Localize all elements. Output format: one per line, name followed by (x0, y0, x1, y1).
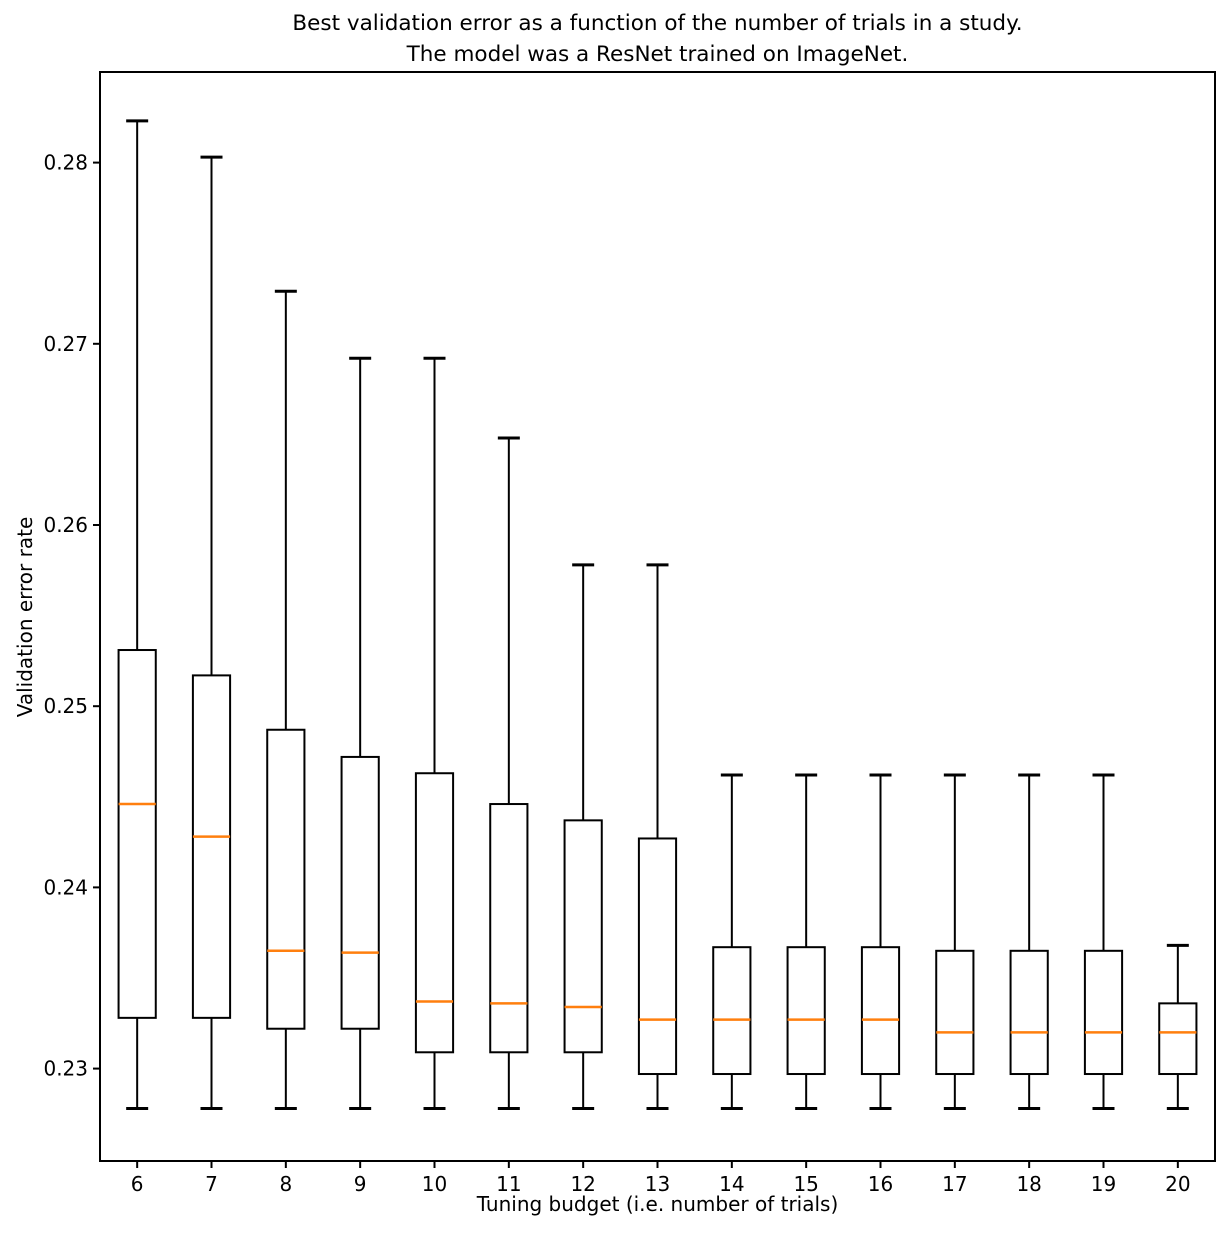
box-trial-8 (266, 289, 306, 1110)
box-trial-13 (637, 563, 678, 1110)
iqr-box (191, 674, 232, 1019)
box-trial-16 (860, 773, 901, 1110)
iqr-box (1083, 949, 1124, 1076)
y-tick-label: 0.26 (43, 513, 88, 537)
y-tick-label: 0.24 (43, 875, 88, 899)
x-tick-label: 18 (1016, 1172, 1041, 1196)
box-trial-12 (563, 563, 603, 1110)
chart-title-line-1: Best validation error as a function of t… (292, 11, 1023, 36)
x-tick-label: 19 (1091, 1172, 1116, 1196)
iqr-box (712, 946, 752, 1076)
x-tick-label: 10 (422, 1172, 447, 1196)
x-tick-label: 6 (131, 1172, 144, 1196)
x-tick-label: 11 (496, 1172, 521, 1196)
y-tick-label: 0.28 (43, 151, 88, 175)
x-tick-label: 8 (279, 1172, 292, 1196)
iqr-box (860, 946, 901, 1076)
box-trial-20 (1158, 943, 1198, 1110)
x-tick-label: 13 (645, 1172, 670, 1196)
box-trial-9 (340, 356, 380, 1110)
box-trial-17 (935, 773, 975, 1110)
y-tick-label: 0.25 (43, 694, 88, 718)
box-trial-7 (191, 155, 232, 1110)
x-tick-label: 20 (1165, 1172, 1190, 1196)
chart-title: Best validation error as a function of t… (100, 8, 1215, 70)
y-tick-label: 0.23 (43, 1057, 88, 1081)
box-trial-14 (712, 773, 752, 1110)
x-tick-label: 16 (868, 1172, 893, 1196)
x-tick-label: 7 (205, 1172, 218, 1196)
box-trial-11 (489, 436, 529, 1110)
x-tick-label: 17 (942, 1172, 967, 1196)
iqr-box (1158, 1002, 1198, 1076)
x-tick-label: 9 (354, 1172, 367, 1196)
iqr-box (117, 649, 157, 1019)
iqr-box (266, 728, 306, 1030)
box-trial-19 (1083, 773, 1124, 1110)
box-trial-18 (1009, 773, 1049, 1110)
iqr-box (563, 819, 603, 1054)
chart-title-line-2: The model was a ResNet trained on ImageN… (406, 42, 909, 68)
iqr-box (489, 803, 529, 1054)
x-tick-label: 15 (793, 1172, 818, 1196)
x-axis-label: Tuning budget (i.e. number of trials) (476, 1192, 839, 1216)
y-tick-label: 0.27 (43, 332, 88, 356)
box-trial-6 (117, 119, 157, 1110)
iqr-box (935, 949, 975, 1076)
x-tick-label: 12 (570, 1172, 595, 1196)
iqr-box (1009, 949, 1049, 1076)
box-trial-10 (414, 356, 455, 1110)
box-trial-15 (786, 773, 826, 1110)
x-tick-label: 14 (719, 1172, 744, 1196)
iqr-box (786, 946, 826, 1076)
iqr-box (340, 755, 380, 1030)
iqr-box (637, 837, 678, 1076)
iqr-box (414, 772, 455, 1054)
